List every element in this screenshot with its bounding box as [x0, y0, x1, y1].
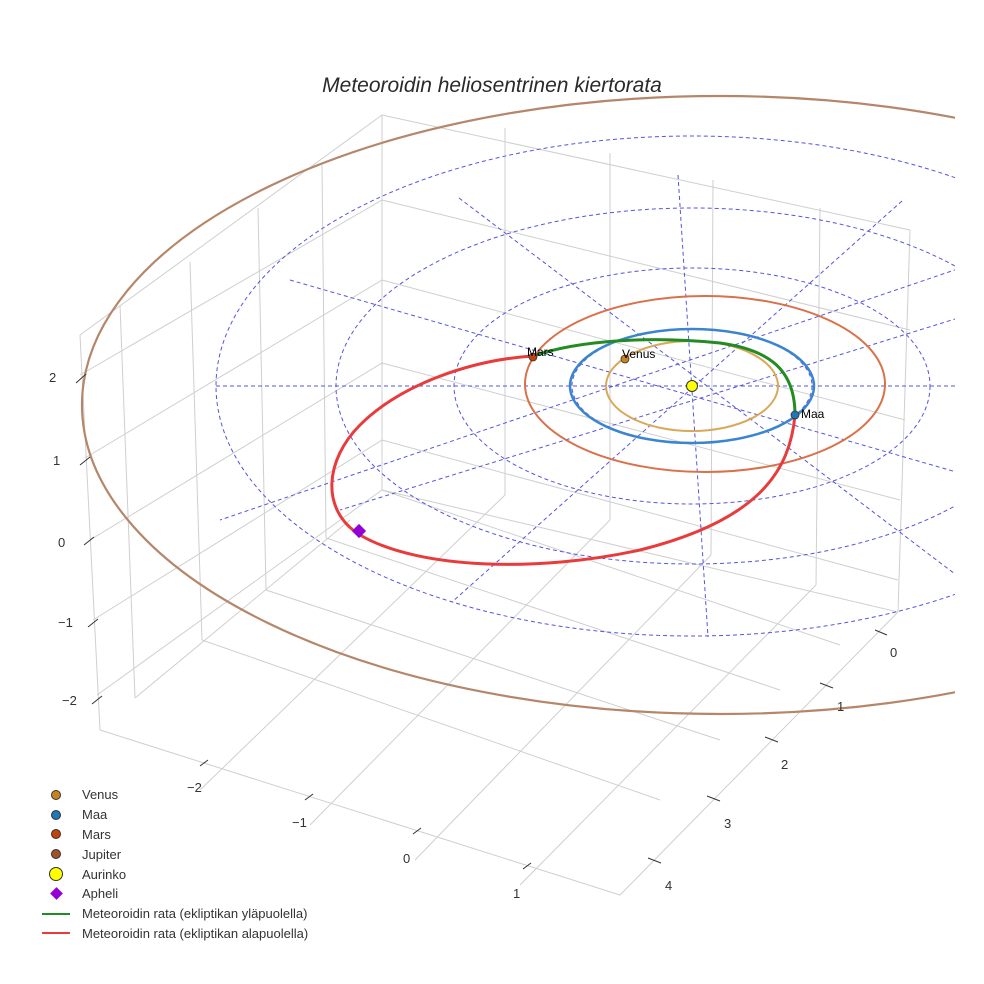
- legend-item-jupiter[interactable]: Jupiter: [36, 844, 308, 864]
- y-tick: 3: [724, 816, 731, 831]
- legend-item-venus[interactable]: Venus: [36, 785, 308, 805]
- maa-orbit: [568, 327, 816, 445]
- z-tick: 0: [58, 535, 65, 550]
- z-tick: 2: [49, 370, 56, 385]
- legend-item-orbit-above[interactable]: Meteoroidin rata (ekliptikan yläpuolella…: [36, 904, 308, 924]
- ecliptic-grid: [215, 135, 955, 638]
- venus-label: Venus: [622, 347, 655, 361]
- mars-marker[interactable]: [528, 352, 538, 362]
- green-line-icon: [42, 912, 70, 915]
- meteoroid-orbit-above: [532, 338, 797, 416]
- sun-dot-icon: [49, 867, 63, 882]
- meteoroid-orbit-below: [330, 354, 797, 566]
- y-axis: 0 1 2 3 4: [647, 629, 897, 893]
- maa-marker[interactable]: [790, 410, 800, 420]
- legend-item-aurinko[interactable]: Aurinko: [36, 864, 308, 884]
- x-tick: 1: [513, 886, 520, 901]
- z-axis: 2 1 0 −1 −2: [49, 370, 103, 708]
- maa-dot-icon: [51, 809, 61, 820]
- z-tick: 1: [53, 453, 60, 468]
- mars-orbit: [524, 295, 886, 473]
- maa-label: Maa: [801, 407, 825, 421]
- jupiter-orbit: [81, 94, 955, 716]
- apheli-marker[interactable]: [351, 523, 367, 539]
- venus-dot-icon: [51, 789, 61, 800]
- red-line-icon: [42, 932, 70, 935]
- mars-label: Mars: [527, 345, 554, 359]
- x-axis: −2 −1 0 1: [187, 759, 532, 901]
- legend: Venus Maa Mars Jupiter Aurinko Apheli Me…: [36, 785, 308, 943]
- z-tick: −2: [62, 693, 77, 708]
- y-tick: 0: [890, 645, 897, 660]
- z-tick: −1: [58, 615, 73, 630]
- y-tick: 4: [665, 878, 672, 893]
- chart-title: Meteoroidin heliosentrinen kiertorata: [322, 74, 662, 97]
- jupiter-dot-icon: [51, 849, 61, 860]
- y-tick: 2: [781, 757, 788, 772]
- legend-item-apheli[interactable]: Apheli: [36, 884, 308, 904]
- legend-item-maa[interactable]: Maa: [36, 805, 308, 825]
- aurinko-marker[interactable]: [686, 380, 698, 392]
- x-tick: −2: [187, 780, 202, 795]
- legend-item-mars[interactable]: Mars: [36, 825, 308, 845]
- venus-marker[interactable]: [620, 354, 630, 364]
- diamond-icon: [49, 887, 63, 901]
- y-tick: 1: [837, 699, 844, 714]
- x-tick: −1: [292, 815, 307, 830]
- legend-item-orbit-below[interactable]: Meteoroidin rata (ekliptikan alapuolella…: [36, 924, 308, 944]
- x-tick: 0: [403, 851, 410, 866]
- axis-grid: [79, 114, 911, 896]
- mars-dot-icon: [51, 829, 61, 840]
